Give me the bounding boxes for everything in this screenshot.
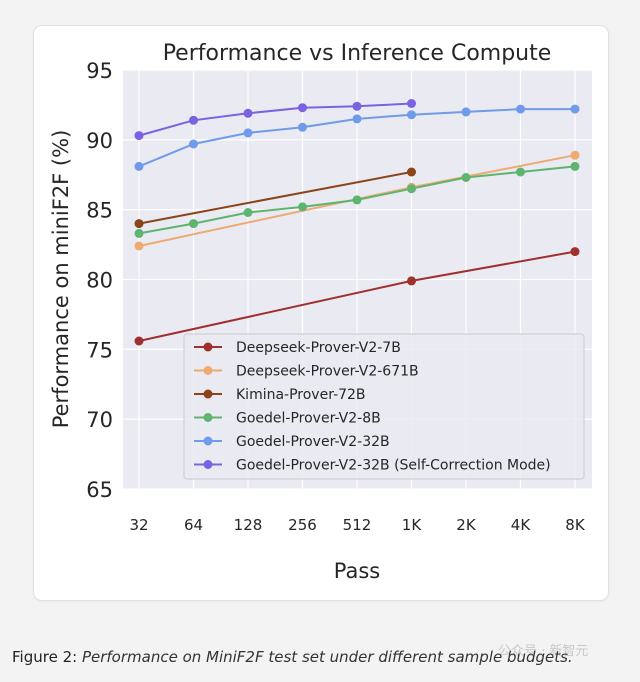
data-point <box>243 108 253 118</box>
x-tick-label: 256 <box>288 516 317 534</box>
y-tick-label: 75 <box>86 338 113 362</box>
series-2 <box>134 167 416 229</box>
data-point <box>298 202 307 212</box>
data-point <box>298 103 307 113</box>
series-4 <box>134 104 580 171</box>
legend-label: Deepseek-Prover-V2-671B <box>236 364 419 380</box>
series-0 <box>134 247 580 346</box>
x-tick-label: 64 <box>184 516 203 534</box>
data-point <box>352 114 362 124</box>
legend-item: Goedel-Prover-V2-8B <box>194 411 381 427</box>
legend-label: Kimina-Prover-72B <box>236 387 366 403</box>
legend-item: Deepseek-Prover-V2-7B <box>194 340 401 356</box>
line-chart: 65 70 75 80 85 90 95 32 64 128 256 512 1K 2K 4K 8K Per… <box>49 41 592 583</box>
data-point <box>570 150 580 160</box>
series-5 <box>134 99 416 141</box>
legend-label: Goedel-Prover-V2-32B (Self-Correction Mo… <box>236 458 551 474</box>
legend-swatch-marker <box>203 342 213 352</box>
x-tick-label: 512 <box>343 516 372 534</box>
x-tick-label: 128 <box>234 516 263 534</box>
watermark: 公众号 · 新智元 <box>498 644 589 659</box>
y-tick-label: 65 <box>86 478 113 502</box>
legend: Deepseek-Prover-V2-7B Deepseek-Prover-V2-… <box>183 333 585 480</box>
data-point <box>243 208 253 217</box>
data-point <box>516 104 525 114</box>
x-tick-label: 1K <box>402 516 423 534</box>
data-point <box>134 131 144 141</box>
legend-swatch-marker <box>203 460 213 469</box>
data-point <box>352 101 362 111</box>
data-point <box>407 276 416 286</box>
data-point <box>134 336 144 346</box>
x-tick-label: 8K <box>565 516 586 534</box>
y-tick-labels: 65 70 75 80 85 90 95 <box>86 59 113 502</box>
y-tick-label: 90 <box>86 129 113 153</box>
data-point <box>352 195 362 205</box>
y-tick-label: 80 <box>86 269 113 293</box>
data-point <box>570 104 580 114</box>
y-tick-label: 85 <box>86 199 113 223</box>
data-point <box>243 128 253 138</box>
legend-item: Goedel-Prover-V2-32B <box>194 434 390 450</box>
legend-box <box>183 333 585 480</box>
data-point <box>407 110 416 120</box>
legend-swatch-marker <box>203 366 213 375</box>
legend-item: Goedel-Prover-V2-32B (Self-Correction Mo… <box>194 458 551 474</box>
data-point <box>570 161 580 171</box>
x-tick-label: 32 <box>129 516 148 534</box>
data-point <box>461 107 471 117</box>
legend-swatch-marker <box>203 436 213 446</box>
legend-swatch-marker <box>203 413 213 422</box>
data-point <box>570 247 580 257</box>
legend-item: Deepseek-Prover-V2-671B <box>194 364 419 380</box>
legend-label: Goedel-Prover-V2-8B <box>236 411 381 427</box>
data-point <box>298 122 307 132</box>
y-tick-label: 70 <box>86 408 113 432</box>
y-axis-label: Performance on miniF2F (%) <box>49 130 73 429</box>
x-axis-label: Pass <box>334 559 380 583</box>
data-point <box>134 161 144 171</box>
series-line <box>138 171 412 225</box>
legend-swatch-marker <box>203 389 213 399</box>
data-point <box>189 115 198 125</box>
data-point <box>189 219 198 229</box>
series <box>134 99 580 346</box>
x-tick-labels: 32 64 128 256 512 1K 2K 4K 8K <box>129 516 585 534</box>
data-point <box>461 173 471 182</box>
data-point <box>516 167 525 177</box>
legend-item: Kimina-Prover-72B <box>194 387 366 403</box>
chart-title: Performance vs Inference Compute <box>163 41 552 66</box>
chart-card: 65 70 75 80 85 90 95 32 64 128 256 512 1K 2K 4K 8K Per… <box>34 26 608 600</box>
data-point <box>407 184 416 194</box>
legend-label: Goedel-Prover-V2-32B <box>236 434 390 450</box>
data-point <box>134 228 144 238</box>
y-tick-label: 95 <box>86 59 113 83</box>
figure-label: Figure 2 <box>12 648 73 666</box>
x-tick-label: 2K <box>456 516 477 534</box>
data-point <box>407 99 416 108</box>
series-line <box>138 102 412 137</box>
caption-text: Performance on MiniF2F test set under di… <box>81 648 573 666</box>
series-3 <box>134 161 580 238</box>
data-point <box>407 167 416 177</box>
legend-label: Deepseek-Prover-V2-7B <box>236 340 401 356</box>
data-point <box>134 241 144 251</box>
data-point <box>189 139 198 149</box>
data-point <box>134 219 144 229</box>
x-tick-label: 4K <box>511 516 532 534</box>
figure-caption: Figure 2: Performance on MiniF2F test se… <box>12 648 573 666</box>
